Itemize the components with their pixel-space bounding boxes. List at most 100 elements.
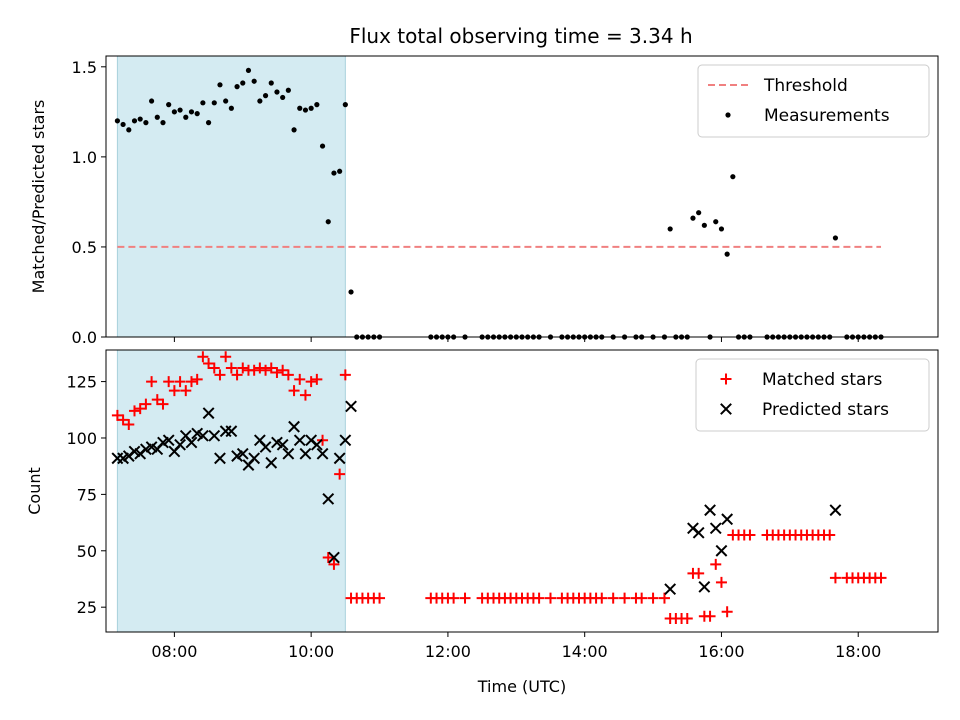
series-0-point-89 [721,606,733,618]
series-0-point-32 [294,373,306,385]
legend-box [697,64,930,138]
series-0-point-28 [271,367,283,379]
series-0-point-41 [348,289,354,295]
series-0-point-13 [188,109,195,115]
series-0-point-21 [234,84,240,90]
series-0-point-31 [291,127,297,133]
series-0-point-15 [200,100,206,106]
top-legend: Threshold Measurements [697,64,930,138]
series-0-point-23 [245,67,252,74]
y-tick-label-2: 75 [77,485,97,504]
y-tick-label-3: 100 [66,429,97,448]
series-0-point-38 [331,170,337,176]
series-0-point-84 [693,567,705,579]
legend-label-1: Predicted stars [762,400,889,420]
series-0-point-14 [191,373,203,385]
legend-dot-swatch [725,112,731,118]
series-1-point-42 [664,583,677,596]
series-1-point-32 [293,434,306,447]
series-0-point-89 [724,251,730,257]
y-tick-label-4: 125 [66,373,97,392]
y-tick-label-1: 50 [77,542,97,561]
series-0-point-4 [134,403,146,415]
series-0-point-27 [268,80,274,86]
series-1-point-48 [715,544,728,557]
series-1-point-50 [829,504,842,517]
x-axis-label: Time (UTC) [477,677,566,696]
series-1-point-26 [259,441,272,453]
series-0-point-1 [117,414,129,426]
series-0-point-85 [701,222,707,228]
top-panel-frame [105,55,939,338]
series-0-point-40 [339,369,351,381]
series-0-point-88 [715,576,727,588]
series-0-point-73 [607,592,619,604]
series-0-point-34 [308,105,314,111]
x-tick-label-0: 08:00 [151,642,197,661]
observing-window-shade [116,349,346,633]
series-0-point-37 [322,552,334,564]
bottom-legend: Matched stars Predicted stars [695,358,930,432]
series-0-point-15 [197,351,209,363]
series-0-point-7 [154,114,160,120]
series-1-point-20 [225,425,238,438]
series-0-point-25 [257,98,263,104]
series-0-point-11 [174,376,186,388]
legend-label-0: Matched stars [762,370,882,390]
series-0-point-9 [166,102,172,108]
series-1-point-33 [299,447,312,460]
legend-cross-swatch [720,403,732,415]
series-0-point-18 [214,369,226,381]
series-1-point-13 [185,436,198,449]
series-0-point-52 [459,592,471,604]
series-0-point-9 [163,376,175,388]
series-0-point-87 [713,219,719,225]
series-0-point-22 [237,362,249,374]
series-0-point-25 [254,362,266,374]
series-0-point-38 [328,558,340,570]
series-1-point-24 [248,452,261,465]
series-0-point-12 [183,114,189,120]
series-1-point-16 [202,407,215,420]
bottom-panel-marks [111,351,887,624]
series-0-point-39 [337,168,343,174]
x-tick-label-3: 14:00 [562,642,608,661]
series-0-point-31 [288,385,300,397]
bottom-x-axis: 08:00 10:00 12:00 14:00 16:00 18:00 [151,632,881,661]
series-0-point-17 [211,100,217,106]
series-0-point-105 [824,529,836,541]
series-0-point-26 [262,93,269,99]
series-1-point-18 [214,452,226,465]
x-tick-label-5: 18:00 [835,642,881,661]
series-1-point-36 [316,447,329,460]
top-y-axis-label: Matched/Predicted stars [29,100,48,294]
series-0-point-16 [205,120,212,126]
y-tick-label-0: 0.0 [72,328,97,347]
series-0-point-4 [137,116,143,122]
series-0-point-46 [374,592,386,604]
bottom-y-axis-label: Count [25,467,44,515]
series-0-point-78 [658,592,670,604]
series-0-point-106 [829,572,841,584]
series-0-point-0 [111,409,123,421]
series-1-point-49 [721,513,734,526]
series-0-point-36 [319,143,326,149]
series-0-point-63 [533,592,545,604]
series-0-point-29 [277,364,289,376]
x-tick-label-2: 12:00 [425,642,471,661]
top-y-axis: 0.0 0.5 1.0 1.5 [72,58,106,347]
series-1-point-46 [704,504,716,517]
series-1-point-44 [692,526,705,539]
series-0-point-28 [274,89,280,95]
series-1-point-15 [196,429,209,442]
series-0-point-74 [619,592,631,604]
series-0-point-35 [314,102,320,108]
series-0-point-8 [160,120,166,126]
series-0-point-18 [217,82,223,88]
series-0-point-12 [180,385,192,397]
series-1-point-45 [698,580,711,593]
series-0-point-2 [123,418,135,430]
series-0-point-10 [171,109,177,115]
y-tick-label-3: 1.5 [72,58,97,77]
